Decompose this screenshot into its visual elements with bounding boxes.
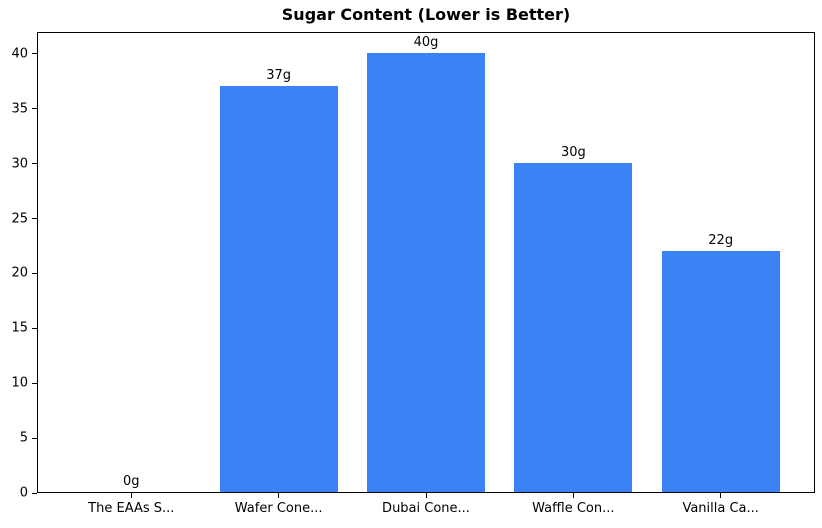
y-tick-mark [32,53,37,55]
x-tick-label: Waffle Con... [532,501,615,516]
y-tick-label: 30 [11,156,28,172]
y-tick-mark [32,108,37,110]
chart-title: Sugar Content (Lower is Better) [281,5,571,24]
bar-value-label: 40g [413,35,439,50]
y-tick-label: 25 [11,211,28,227]
y-tick-mark [32,382,37,384]
y-tick-label: 40 [11,46,28,62]
x-tick-label: Wafer Cone... [234,501,323,516]
bar [514,163,632,492]
x-tick-mark [130,493,132,498]
y-tick-label: 0 [19,485,28,501]
y-tick-mark [32,163,37,165]
x-tick-mark [425,493,427,498]
y-tick-mark [32,437,37,439]
y-tick-label: 15 [11,320,28,336]
bar [367,53,485,492]
bar-value-label: 0g [123,474,140,489]
y-tick-mark [32,492,37,494]
bar [662,251,780,492]
y-tick-label: 20 [11,265,28,281]
y-tick-mark [32,272,37,274]
y-tick-label: 10 [11,375,28,391]
x-tick-label: Dubai Cone... [382,501,470,516]
x-tick-mark [720,493,722,498]
bar-value-label: 37g [266,68,292,83]
x-tick-mark [278,493,280,498]
bar-value-label: 22g [708,233,734,248]
y-tick-label: 35 [11,101,28,117]
x-tick-mark [572,493,574,498]
x-tick-label: Vanilla Ca... [682,501,759,516]
y-tick-label: 5 [19,430,28,446]
y-tick-mark [32,218,37,220]
y-tick-mark [32,327,37,329]
bar-value-label: 30g [560,145,586,160]
x-tick-label: The EAAs S... [88,501,175,516]
bar [220,86,338,492]
